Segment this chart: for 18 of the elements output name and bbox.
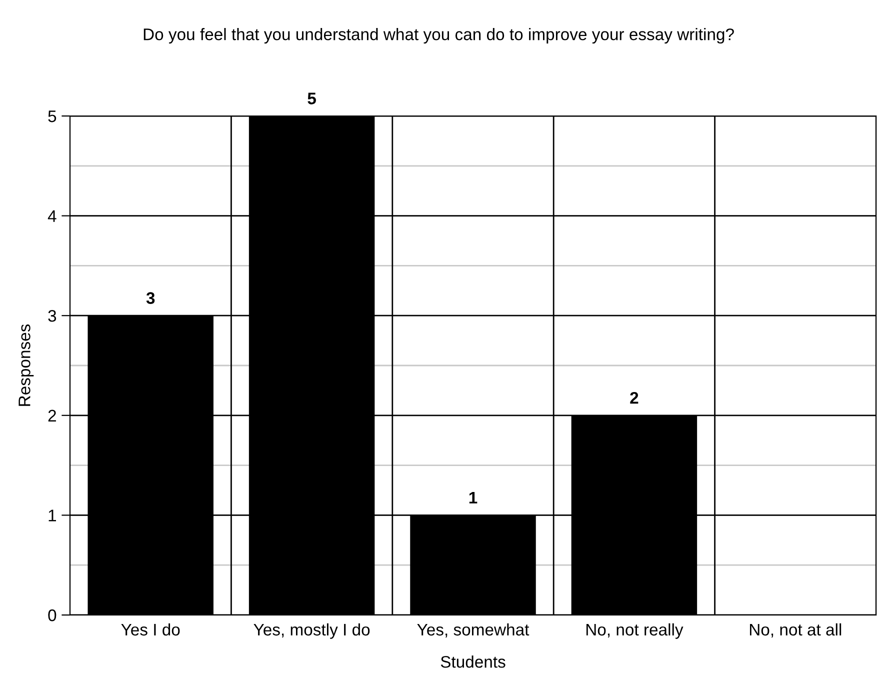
data-label: 3: [146, 292, 155, 304]
x-tick-label: No, not at all: [750, 623, 842, 638]
y-tick-label: 3: [48, 310, 56, 322]
y-tick-label: 2: [48, 410, 56, 422]
y-tick-label: 0: [48, 609, 56, 622]
y-tick-label: 4: [48, 210, 56, 222]
x-axis-title: Students: [440, 656, 506, 668]
x-tick-label: No, not really: [586, 623, 684, 639]
x-tick-label: Yes, mostly I do: [254, 623, 370, 639]
x-tick-label: Yes I do: [121, 623, 180, 636]
x-tick-label: Yes, somewhat: [417, 623, 530, 638]
data-label: 2: [630, 392, 638, 404]
y-tick-label: 1: [48, 510, 56, 522]
y-tick-label: 5: [48, 110, 56, 122]
data-label: 1: [469, 492, 478, 504]
chart-title: Do you feel that you understand what you can do to improve your essay writing?: [144, 28, 734, 44]
data-label: 5: [308, 92, 316, 104]
y-axis-title: Responses: [18, 324, 34, 406]
